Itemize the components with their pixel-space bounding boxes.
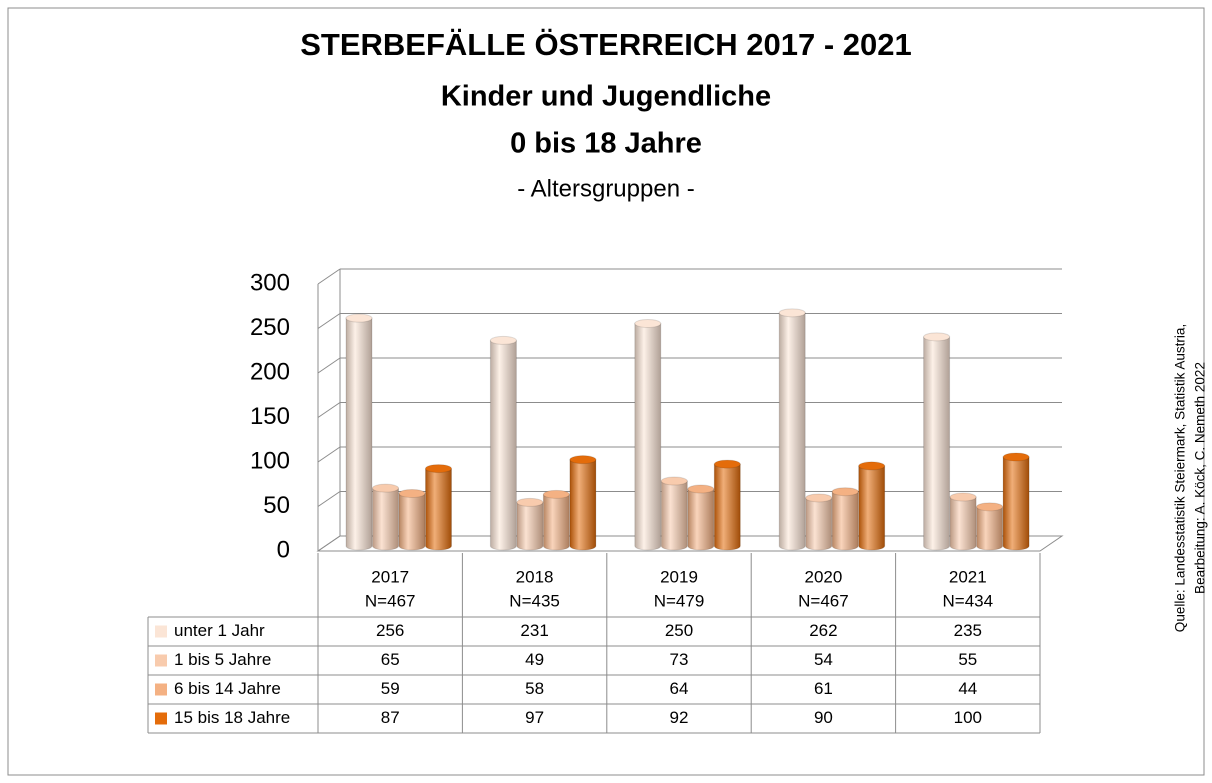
bar-top bbox=[542, 489, 570, 499]
y-tick-label: 300 bbox=[250, 269, 290, 296]
grid-line bbox=[317, 535, 341, 552]
bar bbox=[687, 488, 715, 551]
x-tick-label: 2021 bbox=[949, 567, 987, 586]
bar bbox=[976, 506, 1004, 551]
bar-top bbox=[805, 493, 833, 503]
table-cell: 44 bbox=[958, 679, 977, 698]
legend-key bbox=[155, 625, 167, 638]
grid-line bbox=[317, 268, 341, 285]
table-cell: 262 bbox=[809, 621, 837, 640]
x-tick-label: 2017 bbox=[371, 567, 409, 586]
grid-line bbox=[317, 357, 341, 374]
legend-label: 6 bis 14 Jahre bbox=[174, 679, 281, 698]
bar-top bbox=[858, 461, 886, 471]
x-tick-sublabel: N=479 bbox=[654, 591, 705, 610]
table-cell: 231 bbox=[520, 621, 548, 640]
bar-top bbox=[949, 492, 977, 502]
bar-top bbox=[489, 335, 517, 345]
table-cell: 61 bbox=[814, 679, 833, 698]
table-cell: 235 bbox=[954, 621, 982, 640]
bar bbox=[831, 491, 859, 551]
bar-top bbox=[634, 319, 662, 328]
legend-label: 15 bis 18 Jahre bbox=[174, 708, 290, 727]
chart-subtitle: 0 bis 18 Jahre bbox=[510, 128, 702, 160]
y-tick-label: 200 bbox=[250, 358, 290, 385]
table-cell: 49 bbox=[525, 650, 544, 669]
bar-top bbox=[713, 459, 741, 469]
y-tick-label: 0 bbox=[277, 536, 290, 563]
x-tick-sublabel: N=467 bbox=[365, 591, 416, 610]
x-tick-sublabel: N=467 bbox=[798, 591, 849, 610]
table-cell: 73 bbox=[670, 650, 689, 669]
bar bbox=[569, 459, 597, 551]
table-cell: 54 bbox=[814, 650, 833, 669]
table-cell: 90 bbox=[814, 708, 833, 727]
y-tick-label: 150 bbox=[250, 403, 290, 430]
bar bbox=[858, 465, 886, 551]
legend-label: 1 bis 5 Jahre bbox=[174, 650, 271, 669]
grid-line bbox=[317, 402, 341, 418]
bar-top bbox=[569, 455, 597, 465]
chart-subtitle: Kinder und Jugendliche bbox=[441, 81, 771, 113]
bar-top bbox=[1002, 452, 1030, 462]
table-cell: 65 bbox=[381, 650, 400, 669]
bar-top bbox=[345, 313, 373, 323]
bar-top bbox=[398, 488, 426, 498]
table-cell: 92 bbox=[670, 708, 689, 727]
bar-top bbox=[372, 483, 399, 493]
bar bbox=[923, 336, 951, 551]
bar bbox=[634, 323, 662, 551]
source-note: Quelle: Landesstatistik Steiermark, Stat… bbox=[1173, 324, 1188, 632]
table-cell: 250 bbox=[665, 621, 693, 640]
chart-subtitle: - Altersgruppen - bbox=[517, 175, 694, 202]
bar-top bbox=[425, 464, 452, 474]
bar bbox=[425, 468, 452, 551]
bar bbox=[372, 487, 399, 551]
x-tick-sublabel: N=435 bbox=[509, 591, 560, 610]
table-cell: 64 bbox=[670, 679, 689, 698]
legend-key bbox=[155, 683, 167, 696]
table-cell: 87 bbox=[381, 708, 400, 727]
chart-title: STERBEFÄLLE ÖSTERREICH 2017 - 2021 bbox=[300, 27, 912, 62]
bar bbox=[949, 496, 977, 551]
x-tick-sublabel: N=434 bbox=[943, 591, 994, 610]
bar bbox=[778, 312, 806, 551]
bar bbox=[345, 317, 373, 551]
table-cell: 97 bbox=[525, 708, 544, 727]
bar bbox=[516, 501, 544, 551]
bar-top bbox=[923, 332, 951, 342]
bar bbox=[542, 493, 570, 551]
bar bbox=[713, 463, 741, 551]
bar bbox=[398, 492, 426, 551]
bar bbox=[660, 480, 688, 551]
bar-top bbox=[660, 476, 688, 486]
bar-top bbox=[687, 484, 715, 494]
bar bbox=[805, 497, 833, 551]
legend-key bbox=[155, 712, 167, 725]
table-cell: 100 bbox=[954, 708, 982, 727]
source-note: Bearbeitung: A. Köck, C. Nemeth 2022 bbox=[1193, 362, 1208, 594]
y-tick-label: 100 bbox=[250, 447, 290, 474]
bar-top bbox=[831, 487, 859, 497]
table-cell: 59 bbox=[381, 679, 400, 698]
table-cell: 55 bbox=[958, 650, 977, 669]
table-cell: 256 bbox=[376, 621, 404, 640]
bar bbox=[489, 339, 517, 551]
x-tick-label: 2019 bbox=[660, 567, 698, 586]
y-tick-label: 250 bbox=[250, 314, 290, 341]
bar-top bbox=[778, 308, 806, 318]
grid-line bbox=[317, 491, 341, 507]
legend-key bbox=[155, 654, 167, 667]
x-tick-label: 2020 bbox=[804, 567, 842, 586]
y-tick-label: 50 bbox=[263, 492, 290, 519]
bar bbox=[1002, 456, 1030, 551]
bar-top bbox=[516, 497, 544, 507]
grid-line bbox=[317, 446, 341, 463]
bar-top bbox=[976, 502, 1004, 512]
table-cell: 58 bbox=[525, 679, 544, 698]
x-tick-label: 2018 bbox=[516, 567, 554, 586]
grid-line bbox=[317, 313, 341, 329]
legend-label: unter 1 Jahr bbox=[174, 621, 265, 640]
